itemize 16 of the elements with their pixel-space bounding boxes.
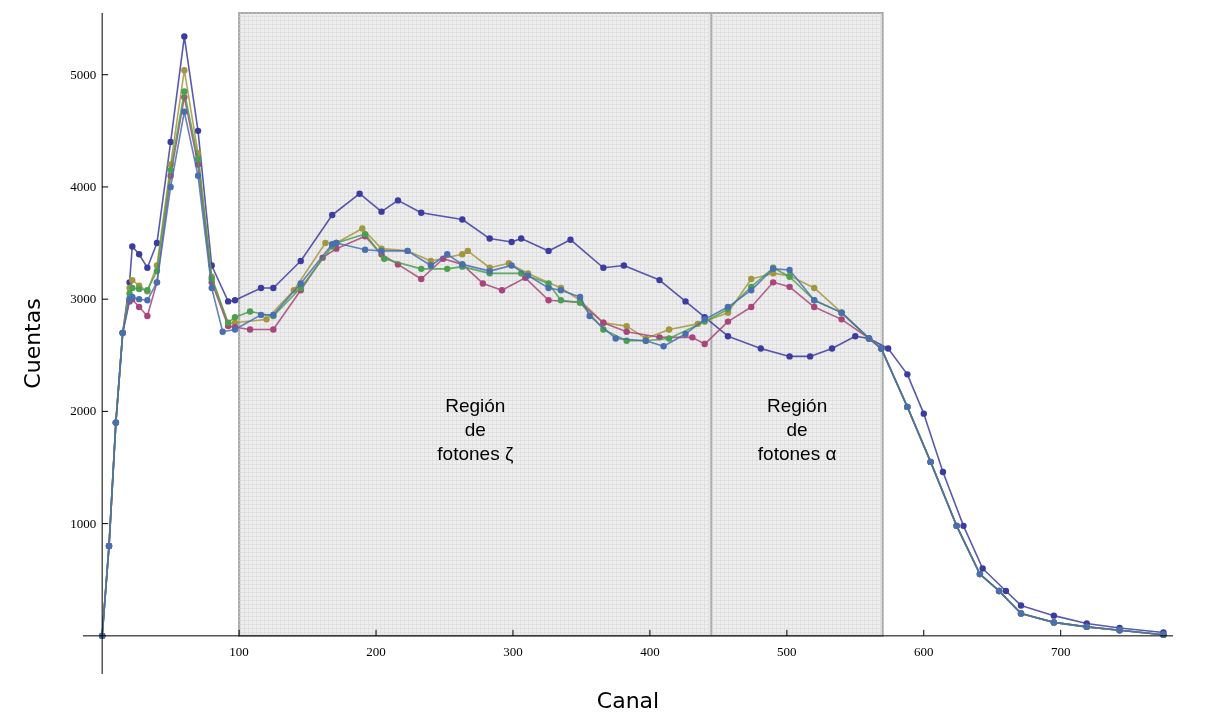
x-tick-label: 700 (1050, 643, 1071, 659)
x-tick-label: 100 (229, 643, 249, 659)
band-label: Región de fotones α (757, 394, 837, 464)
y-axis-title: Cuentas (20, 298, 45, 389)
x-tick-label: 200 (366, 643, 386, 659)
x-tick-label: 400 (640, 643, 660, 659)
y-tick-label: 4000 (70, 178, 97, 194)
x-axis-title: Canal (596, 688, 660, 713)
x-tick-label: 300 (503, 643, 523, 659)
y-tick-label: 2000 (70, 403, 97, 419)
band-label: Región de fotones ζ (437, 394, 514, 464)
y-tick-label: 1000 (70, 515, 97, 531)
x-tick-label: 500 (777, 643, 797, 659)
y-tick-label: 3000 (70, 291, 97, 307)
x-tick-label: 600 (914, 643, 934, 659)
y-tick-label: 5000 (70, 66, 97, 82)
